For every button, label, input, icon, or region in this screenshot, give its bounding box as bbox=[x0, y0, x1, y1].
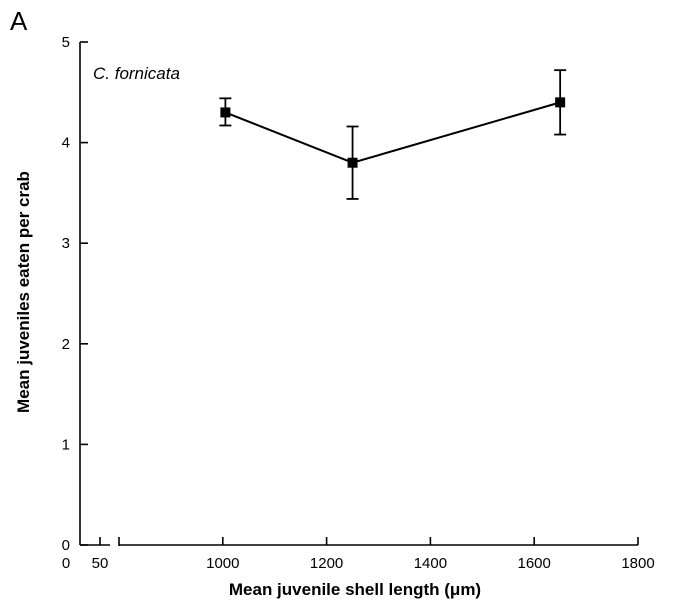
panel-label: A bbox=[10, 6, 28, 36]
data-point bbox=[347, 157, 358, 168]
species-annotation: C. fornicata bbox=[93, 64, 180, 83]
x-tick-label: 1400 bbox=[414, 555, 447, 572]
x-axis-title: Mean juvenile shell length (μm) bbox=[229, 580, 481, 599]
y-tick-label: 5 bbox=[62, 34, 70, 51]
x-tick-label: 1000 bbox=[206, 555, 239, 572]
x-tick-label: 0 bbox=[62, 555, 70, 572]
series-layer bbox=[219, 69, 567, 200]
y-tick-label: 1 bbox=[62, 436, 70, 453]
x-tick-label: 1800 bbox=[621, 555, 654, 572]
y-tick-label: 4 bbox=[62, 135, 70, 152]
y-axis-title: Mean juveniles eaten per crab bbox=[14, 171, 33, 413]
x-tick-label: 1600 bbox=[518, 555, 551, 572]
data-point bbox=[555, 97, 566, 108]
y-tick-label: 3 bbox=[62, 235, 70, 252]
y-tick-label: 2 bbox=[62, 336, 70, 353]
x-tick-label: 1200 bbox=[310, 555, 343, 572]
y-tick-label: 0 bbox=[62, 537, 70, 554]
series-line bbox=[225, 101, 561, 164]
data-point bbox=[220, 107, 231, 118]
x-tick-label: 50 bbox=[92, 555, 109, 572]
